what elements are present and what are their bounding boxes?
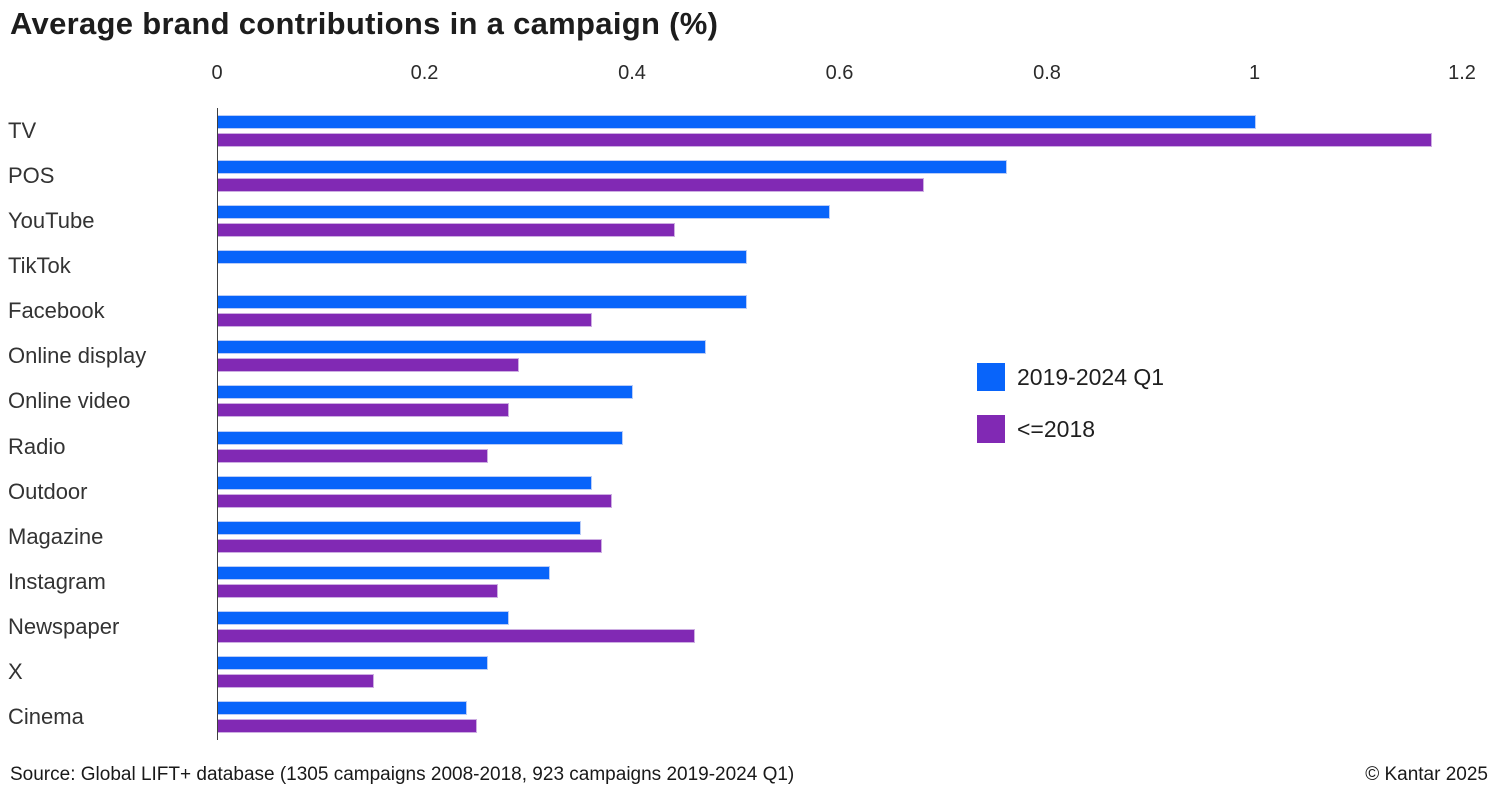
category-label: TV xyxy=(8,117,37,143)
bar-recent xyxy=(218,340,706,355)
category-label: Radio xyxy=(8,433,66,459)
bar-recent xyxy=(218,475,592,490)
legend-swatch-blue xyxy=(977,363,1005,391)
bar-legacy xyxy=(218,358,519,373)
chart-row xyxy=(218,108,1463,153)
x-tick-label: 0.4 xyxy=(618,62,646,84)
category-label: Outdoor xyxy=(8,478,88,504)
chart-row xyxy=(218,289,1463,334)
category-label: Online video xyxy=(8,388,131,414)
chart-row xyxy=(218,514,1463,559)
chart-row xyxy=(218,153,1463,198)
bar-recent xyxy=(218,611,509,626)
legend-item: <=2018 xyxy=(977,414,1164,444)
bar-recent xyxy=(218,520,582,535)
bar-legacy xyxy=(218,448,488,463)
category-labels: TV POS YouTube TikTok Facebook Online display… xyxy=(8,108,208,740)
legend: 2019-2024 Q1 <=2018 xyxy=(977,362,1164,444)
chart-row xyxy=(218,469,1463,514)
bar-legacy xyxy=(218,583,499,598)
category-label: Online display xyxy=(8,343,147,369)
x-tick-label: 1 xyxy=(1248,62,1261,84)
source-note: Source: Global LIFT+ database (1305 camp… xyxy=(10,764,795,785)
chart-row xyxy=(218,334,1463,379)
x-tick-label: 0.2 xyxy=(410,62,439,84)
bar-legacy xyxy=(218,177,924,192)
x-axis-tick-row: 0 0.2 0.4 0.6 0.8 1 1.2 xyxy=(211,62,1475,90)
bar-legacy xyxy=(218,132,1432,147)
category-label: X xyxy=(8,659,23,685)
legend-item: 2019-2024 Q1 xyxy=(977,362,1164,392)
category-label: Instagram xyxy=(8,568,106,594)
category-label: Cinema xyxy=(8,704,84,730)
chart-row xyxy=(218,695,1463,740)
chart-title: Average brand contributions in a campaig… xyxy=(10,6,719,41)
category-label: YouTube xyxy=(8,207,95,233)
bar-legacy xyxy=(218,674,374,689)
bar-legacy xyxy=(218,493,613,508)
category-label: Magazine xyxy=(8,523,104,549)
bar-recent xyxy=(218,204,831,219)
bar-recent xyxy=(218,565,550,580)
category-label: Facebook xyxy=(8,298,105,324)
category-label: POS xyxy=(8,162,55,188)
bar-recent xyxy=(218,249,748,264)
bar-legacy xyxy=(218,538,602,553)
chart-row xyxy=(218,650,1463,695)
bar-recent xyxy=(218,159,1007,174)
bar-recent xyxy=(218,114,1256,129)
chart-row xyxy=(218,559,1463,604)
bar-recent xyxy=(218,385,633,400)
chart-row xyxy=(218,243,1463,288)
chart-row xyxy=(218,379,1463,424)
legend-label: <=2018 xyxy=(1017,415,1096,442)
x-tick-label: 0.6 xyxy=(825,62,854,84)
legend-swatch-purple xyxy=(977,415,1005,443)
category-label: Newspaper xyxy=(8,614,120,640)
bar-recent xyxy=(218,701,467,716)
legend-label: 2019-2024 Q1 xyxy=(1017,363,1165,390)
bar-recent xyxy=(218,430,623,445)
chart-row xyxy=(218,198,1463,243)
plot-area xyxy=(217,108,1463,740)
chart-row xyxy=(218,605,1463,650)
bar-recent xyxy=(218,656,488,671)
bar-legacy xyxy=(218,222,675,237)
bar-legacy xyxy=(218,629,696,644)
copyright-note: © Kantar 2025 xyxy=(1365,764,1488,785)
chart-row xyxy=(218,424,1463,469)
bar-recent xyxy=(218,295,748,310)
x-tick-label: 1.2 xyxy=(1448,62,1476,84)
bar-legacy xyxy=(218,403,509,418)
x-tick-label: 0.8 xyxy=(1033,62,1061,84)
x-tick-label: 0 xyxy=(211,62,223,84)
bar-legacy xyxy=(218,313,592,328)
category-label: TikTok xyxy=(8,252,71,278)
bar-legacy xyxy=(218,719,478,734)
bar-missing xyxy=(218,268,1463,282)
